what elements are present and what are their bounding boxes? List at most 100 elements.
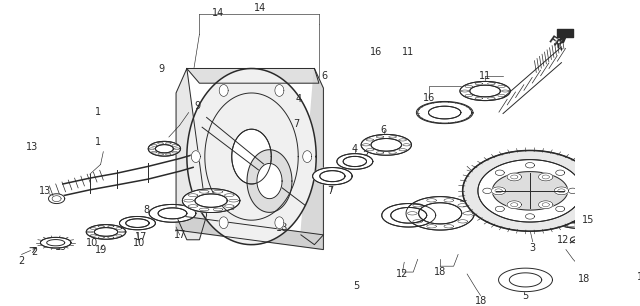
Text: 18: 18	[474, 297, 486, 306]
Text: 19: 19	[56, 242, 68, 252]
Polygon shape	[556, 170, 564, 175]
Polygon shape	[538, 173, 553, 181]
Polygon shape	[187, 69, 316, 245]
Polygon shape	[320, 171, 345, 182]
Polygon shape	[538, 201, 553, 209]
Polygon shape	[470, 85, 500, 97]
Text: 8: 8	[228, 203, 235, 212]
Polygon shape	[176, 69, 207, 240]
Text: 8: 8	[143, 205, 150, 215]
Polygon shape	[247, 150, 292, 212]
Polygon shape	[463, 151, 597, 231]
Polygon shape	[548, 198, 611, 228]
Polygon shape	[625, 212, 640, 222]
Text: 12: 12	[396, 269, 408, 279]
Polygon shape	[156, 145, 173, 153]
Text: 16: 16	[423, 93, 435, 103]
Text: 1: 1	[95, 137, 101, 147]
Text: 12: 12	[557, 235, 570, 244]
Text: 15: 15	[477, 164, 489, 174]
Polygon shape	[232, 129, 271, 184]
Polygon shape	[148, 141, 180, 156]
Text: 5: 5	[522, 290, 529, 300]
Text: 17: 17	[134, 232, 147, 241]
Polygon shape	[507, 173, 522, 181]
Text: 16: 16	[371, 47, 383, 58]
Polygon shape	[371, 139, 401, 151]
Text: 11: 11	[479, 71, 492, 81]
Text: 12: 12	[637, 272, 640, 282]
Text: 14: 14	[254, 3, 267, 13]
Text: 4: 4	[296, 94, 302, 104]
Polygon shape	[492, 187, 506, 195]
Text: 19: 19	[95, 244, 107, 255]
Text: 18: 18	[434, 267, 446, 277]
Polygon shape	[495, 206, 504, 212]
Polygon shape	[568, 188, 577, 193]
Polygon shape	[158, 208, 187, 219]
Text: 2: 2	[31, 248, 37, 257]
Polygon shape	[187, 69, 319, 83]
Text: 15: 15	[582, 215, 595, 225]
Polygon shape	[361, 134, 412, 155]
Polygon shape	[191, 151, 200, 162]
Polygon shape	[176, 215, 323, 250]
Polygon shape	[275, 84, 284, 96]
Polygon shape	[126, 219, 149, 227]
Polygon shape	[598, 209, 629, 222]
Polygon shape	[49, 194, 65, 203]
Polygon shape	[195, 194, 227, 207]
Text: 11: 11	[402, 47, 414, 58]
Text: 9: 9	[195, 101, 201, 111]
Polygon shape	[559, 204, 599, 223]
Text: 18: 18	[276, 222, 288, 233]
Polygon shape	[618, 209, 640, 226]
Polygon shape	[337, 154, 372, 169]
Polygon shape	[382, 203, 436, 227]
Polygon shape	[495, 170, 504, 175]
Polygon shape	[556, 206, 564, 212]
Text: 13: 13	[39, 186, 51, 196]
Polygon shape	[40, 237, 71, 248]
Text: 4: 4	[352, 144, 358, 154]
Text: 7: 7	[328, 186, 333, 196]
Polygon shape	[391, 207, 427, 223]
Polygon shape	[120, 216, 156, 230]
Polygon shape	[219, 84, 228, 96]
Text: 7: 7	[293, 119, 300, 129]
Text: 9: 9	[158, 64, 164, 74]
Polygon shape	[499, 268, 552, 292]
Polygon shape	[86, 225, 126, 239]
Polygon shape	[429, 106, 461, 119]
Text: 3: 3	[530, 243, 536, 252]
Polygon shape	[507, 201, 522, 209]
Polygon shape	[406, 197, 474, 230]
Polygon shape	[303, 151, 312, 162]
Polygon shape	[182, 189, 240, 213]
Polygon shape	[554, 187, 568, 195]
Text: FR.: FR.	[546, 34, 566, 53]
Text: 10: 10	[133, 238, 145, 248]
Text: 14: 14	[212, 9, 225, 18]
Text: 5: 5	[353, 281, 360, 291]
Polygon shape	[275, 217, 284, 229]
Polygon shape	[343, 156, 367, 166]
Text: 18: 18	[494, 211, 506, 221]
Polygon shape	[257, 163, 282, 199]
Polygon shape	[492, 172, 568, 210]
Text: 6: 6	[322, 71, 328, 81]
Text: 12: 12	[264, 187, 276, 197]
Polygon shape	[419, 203, 461, 224]
Text: 3: 3	[362, 151, 368, 161]
Text: 1: 1	[95, 107, 100, 117]
Text: 13: 13	[26, 142, 38, 152]
Polygon shape	[460, 81, 510, 101]
Text: 6: 6	[381, 125, 387, 135]
Text: 10: 10	[86, 237, 98, 248]
Polygon shape	[478, 160, 582, 222]
Polygon shape	[417, 102, 473, 124]
Polygon shape	[312, 168, 352, 185]
Polygon shape	[525, 214, 534, 219]
Polygon shape	[525, 162, 534, 168]
Polygon shape	[219, 217, 228, 229]
